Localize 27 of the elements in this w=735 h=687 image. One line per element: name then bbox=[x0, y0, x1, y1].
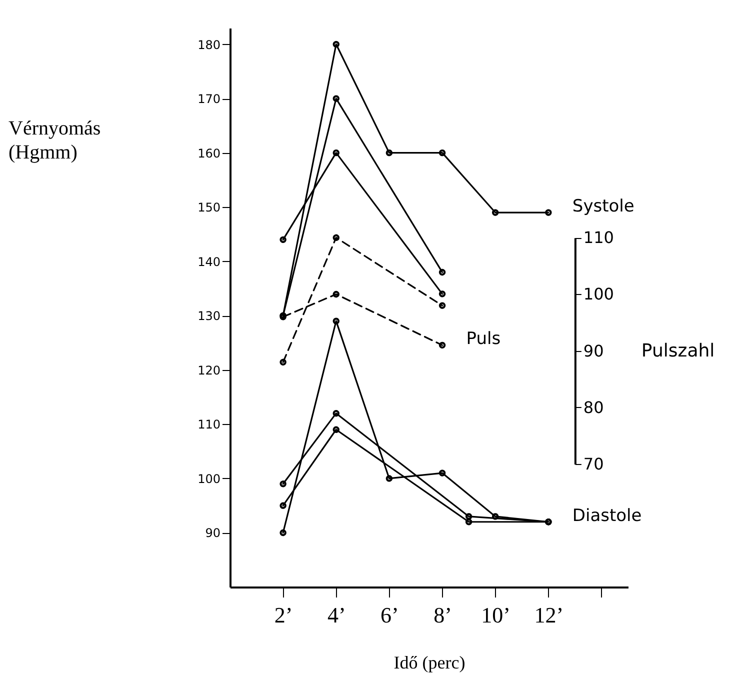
y-tick-label: 100 bbox=[198, 472, 220, 486]
series-label: Systole bbox=[572, 196, 634, 217]
x-tick-label: 2’ bbox=[274, 602, 293, 628]
y2-axis-title: Pulszahl bbox=[641, 340, 715, 362]
y-tick-label: 150 bbox=[198, 200, 220, 215]
y2-tick-label: 90 bbox=[583, 341, 604, 360]
y-tick-label: 120 bbox=[198, 363, 220, 378]
y-tick-label: 130 bbox=[198, 309, 220, 324]
x-tick-label: 10’ bbox=[481, 602, 510, 628]
y-tick-label: 90 bbox=[205, 526, 220, 540]
y2-tick-label: 110 bbox=[583, 228, 614, 248]
x-tick-label: 8’ bbox=[434, 602, 452, 628]
y-tick-label: 180 bbox=[198, 38, 220, 52]
x-tick-label: 4’ bbox=[327, 602, 346, 628]
y-tick-label: 170 bbox=[198, 92, 220, 106]
y-tick-label: 140 bbox=[198, 254, 220, 269]
series-label: Diastole bbox=[572, 506, 642, 526]
y2-tick-label: 70 bbox=[583, 454, 604, 474]
x-tick-label: 6’ bbox=[380, 602, 399, 628]
y-axis-title: Vérnyomás (Hgmm) bbox=[8, 118, 101, 164]
x-axis-title: Idő (perc) bbox=[394, 652, 466, 672]
y-tick-label: 160 bbox=[198, 146, 220, 160]
y2-tick-label: 80 bbox=[583, 398, 604, 417]
y-tick-label: 110 bbox=[198, 418, 220, 432]
y2-tick-label: 100 bbox=[583, 284, 614, 304]
series-label: Puls bbox=[466, 329, 501, 350]
x-tick-label: 12’ bbox=[534, 602, 564, 628]
